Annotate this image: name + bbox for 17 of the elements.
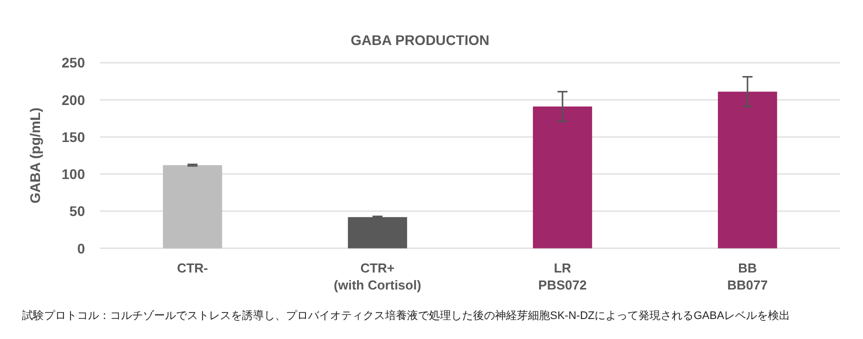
bar [718,92,778,248]
bar [348,217,408,248]
y-axis-title: GABA (pg/mL) [27,108,43,204]
x-tick-label: BB BB077 [727,260,768,292]
y-tick-label: 250 [62,54,86,71]
bar [532,106,592,248]
y-tick-label: 100 [62,166,86,182]
chart-title: GABA PRODUCTION [350,32,490,48]
bar [162,165,222,248]
x-tick-label: CTR+ (with Cortisol) [334,260,422,292]
text: 試験プロトコル：コルチゾールでストレスを誘導し、プロバイオティクス培養液で処理した後の神経芽細胞SK-N-DZによって発現されるGABAレベルを検出 [22,309,790,322]
y-tick-label: 0 [77,240,86,256]
y-tick-label: 50 [69,203,86,220]
y-tick-label: 150 [62,128,86,145]
y-tick-label: 200 [62,92,86,108]
x-tick-label: LR PBS072 [538,260,587,292]
x-tick-label: CTR- [176,260,208,276]
